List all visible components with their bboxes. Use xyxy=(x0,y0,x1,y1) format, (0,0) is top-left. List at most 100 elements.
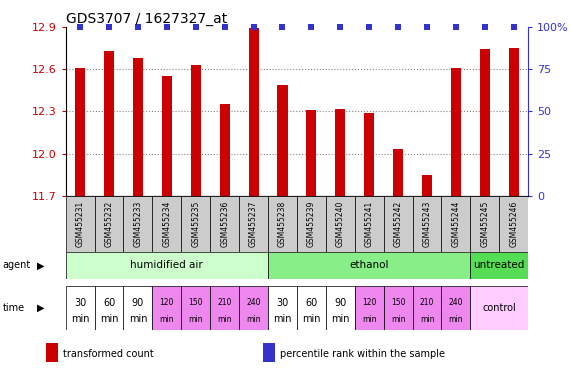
Bar xyxy=(471,196,499,252)
Bar xyxy=(95,196,123,252)
Bar xyxy=(384,286,413,330)
Bar xyxy=(162,76,172,196)
Bar xyxy=(335,109,345,196)
Text: 120: 120 xyxy=(160,298,174,307)
Bar xyxy=(66,286,95,330)
Bar xyxy=(191,65,201,196)
Bar xyxy=(104,51,114,196)
Bar xyxy=(46,343,58,362)
Bar xyxy=(263,343,275,362)
Bar xyxy=(239,286,268,330)
Text: time: time xyxy=(3,303,25,313)
Text: GDS3707 / 1627327_at: GDS3707 / 1627327_at xyxy=(66,12,227,25)
Text: 150: 150 xyxy=(188,298,203,307)
Bar xyxy=(248,28,259,196)
Text: humidified air: humidified air xyxy=(130,260,203,270)
Bar xyxy=(297,196,326,252)
Bar xyxy=(75,68,85,196)
Bar xyxy=(306,110,316,196)
Text: 60: 60 xyxy=(103,298,115,308)
Text: 90: 90 xyxy=(132,298,144,308)
Text: percentile rank within the sample: percentile rank within the sample xyxy=(280,349,445,359)
Text: min: min xyxy=(188,315,203,324)
Bar xyxy=(220,104,230,196)
Text: GSM455242: GSM455242 xyxy=(393,200,403,247)
Text: GSM455236: GSM455236 xyxy=(220,200,229,247)
Text: GSM455244: GSM455244 xyxy=(452,200,460,247)
Bar xyxy=(210,196,239,252)
Text: min: min xyxy=(331,314,349,324)
Bar xyxy=(326,286,355,330)
Text: 240: 240 xyxy=(246,298,261,307)
Bar xyxy=(278,84,288,196)
Bar xyxy=(471,252,528,279)
Bar xyxy=(123,286,152,330)
Text: min: min xyxy=(449,315,463,324)
Bar xyxy=(393,149,403,196)
Bar xyxy=(133,58,143,196)
Text: GSM455235: GSM455235 xyxy=(191,200,200,247)
Text: GSM455233: GSM455233 xyxy=(134,200,142,247)
Text: GSM455232: GSM455232 xyxy=(104,200,114,247)
Bar xyxy=(123,196,152,252)
Text: control: control xyxy=(482,303,516,313)
Text: min: min xyxy=(420,315,435,324)
Bar xyxy=(384,196,413,252)
Text: 90: 90 xyxy=(334,298,347,308)
Bar xyxy=(355,196,384,252)
Text: min: min xyxy=(246,315,261,324)
Text: GSM455241: GSM455241 xyxy=(365,200,373,247)
Text: ▶: ▶ xyxy=(37,303,45,313)
Text: GSM455246: GSM455246 xyxy=(509,200,518,247)
Bar xyxy=(152,286,182,330)
Text: GSM455234: GSM455234 xyxy=(162,200,171,247)
Text: GSM455239: GSM455239 xyxy=(307,200,316,247)
Text: min: min xyxy=(71,314,90,324)
Bar xyxy=(451,68,461,196)
Bar xyxy=(441,196,471,252)
Bar xyxy=(210,286,239,330)
Text: 30: 30 xyxy=(74,298,86,308)
Bar xyxy=(182,286,210,330)
Bar xyxy=(364,113,374,196)
Bar xyxy=(509,48,519,196)
Text: 210: 210 xyxy=(420,298,434,307)
Text: 150: 150 xyxy=(391,298,405,307)
Bar xyxy=(268,252,471,279)
Text: untreated: untreated xyxy=(473,260,525,270)
Text: min: min xyxy=(128,314,147,324)
Text: min: min xyxy=(302,314,321,324)
Bar xyxy=(355,286,384,330)
Text: ethanol: ethanol xyxy=(349,260,389,270)
Text: GSM455231: GSM455231 xyxy=(75,200,85,247)
Text: min: min xyxy=(362,315,376,324)
Bar xyxy=(95,286,123,330)
Text: min: min xyxy=(159,315,174,324)
Bar xyxy=(326,196,355,252)
Bar xyxy=(268,286,297,330)
Text: min: min xyxy=(100,314,118,324)
Bar xyxy=(413,196,441,252)
Text: 30: 30 xyxy=(276,298,288,308)
Text: transformed count: transformed count xyxy=(63,349,154,359)
Text: GSM455238: GSM455238 xyxy=(278,200,287,247)
Text: GSM455240: GSM455240 xyxy=(336,200,345,247)
Text: GSM455237: GSM455237 xyxy=(249,200,258,247)
Text: agent: agent xyxy=(3,260,31,270)
Bar xyxy=(480,50,490,196)
Text: min: min xyxy=(218,315,232,324)
Bar xyxy=(471,286,528,330)
Bar xyxy=(182,196,210,252)
Text: min: min xyxy=(391,315,405,324)
Text: ▶: ▶ xyxy=(37,260,45,270)
Text: GSM455243: GSM455243 xyxy=(423,200,432,247)
Bar xyxy=(499,196,528,252)
Bar xyxy=(413,286,441,330)
Bar xyxy=(239,196,268,252)
Text: min: min xyxy=(273,314,292,324)
Bar xyxy=(66,196,95,252)
Text: 60: 60 xyxy=(305,298,317,308)
Bar xyxy=(268,196,297,252)
Text: 120: 120 xyxy=(362,298,376,307)
Bar xyxy=(422,175,432,196)
